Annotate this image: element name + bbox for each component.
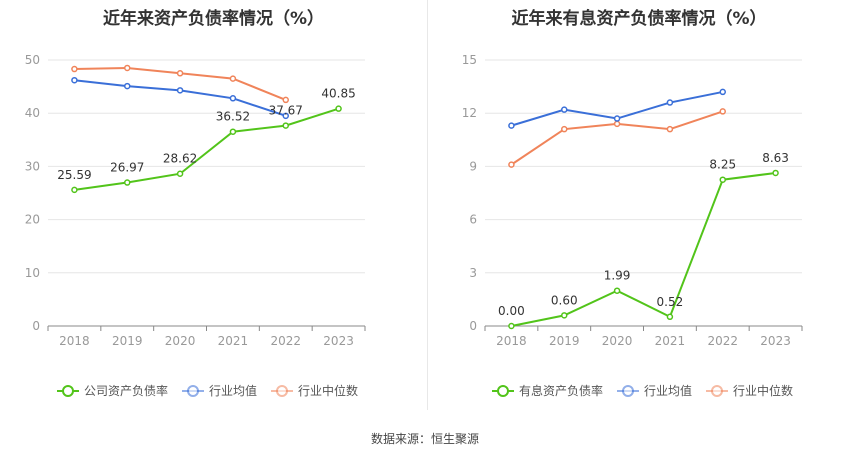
- legend-item-avg[interactable]: 行业均值: [617, 382, 692, 399]
- y-tick-label: 6: [469, 213, 477, 227]
- x-tick-label: 2020: [602, 334, 633, 348]
- y-tick-label: 40: [25, 106, 40, 120]
- data-point-avg: [666, 99, 674, 106]
- legend-swatch-icon: [57, 384, 79, 397]
- data-point-median: [666, 125, 674, 133]
- data-label: 28.62: [163, 152, 197, 166]
- data-point-company: [772, 169, 779, 177]
- y-tick-label: 12: [462, 106, 477, 120]
- data-point-company: [124, 179, 131, 186]
- legend-swatch-icon: [617, 384, 640, 397]
- y-tick-label: 0: [469, 319, 477, 333]
- data-point-median: [124, 64, 131, 72]
- data-label: 0.60: [551, 293, 578, 307]
- chart-divider: [427, 0, 428, 410]
- legend-swatch-icon: [706, 384, 729, 397]
- legend: 公司资产负债率 行业均值 行业中位数: [57, 382, 358, 399]
- x-tick-label: 2021: [655, 334, 686, 348]
- legend-item-median[interactable]: 行业中位数: [271, 382, 358, 399]
- legend-label: 行业中位数: [298, 384, 359, 398]
- legend-item-median[interactable]: 行业中位数: [706, 382, 793, 399]
- data-point-avg: [229, 95, 237, 102]
- legend-label: 有息资产负债率: [519, 384, 604, 398]
- data-point-avg: [124, 82, 131, 90]
- data-label: 8.25: [709, 158, 736, 172]
- data-point-median: [508, 161, 515, 168]
- data-label: 8.63: [762, 151, 789, 165]
- x-tick-label: 2023: [323, 334, 354, 348]
- legend-item-company[interactable]: 有息资产负债率: [492, 382, 603, 399]
- y-tick-label: 0: [32, 319, 40, 333]
- data-point-company: [176, 170, 184, 177]
- data-point-company: [666, 313, 674, 321]
- legend-item-avg[interactable]: 行业均值: [182, 382, 257, 399]
- data-point-median: [71, 65, 78, 73]
- x-tick-label: 2020: [165, 334, 196, 348]
- legend-item-company[interactable]: 公司资产负债率: [57, 382, 168, 399]
- x-tick-label: 2022: [707, 334, 738, 348]
- data-label: 25.59: [57, 168, 91, 182]
- legend-swatch-icon: [182, 384, 205, 397]
- data-point-avg: [719, 88, 726, 96]
- y-tick-label: 9: [469, 159, 477, 173]
- data-label: 1.99: [604, 269, 631, 283]
- debt-ratio-plot: 0 10 20 30 40 50 2018 2019 2020 2021 2022 2023 25.59…: [25, 53, 366, 348]
- legend-swatch-icon: [271, 384, 294, 397]
- x-tick-label: 2021: [218, 334, 249, 348]
- data-source-note: 数据来源：恒生聚源: [370, 432, 479, 446]
- data-point-avg: [71, 76, 78, 84]
- chart-title: 近年来有息资产负债率情况（%）: [511, 9, 767, 29]
- data-point-company: [229, 128, 237, 135]
- data-point-avg: [561, 106, 568, 113]
- x-tick-label: 2023: [760, 334, 791, 348]
- x-tick-label: 2022: [270, 334, 301, 348]
- data-point-avg: [282, 112, 289, 120]
- y-tick-label: 15: [462, 53, 477, 67]
- data-label: 0.00: [498, 304, 525, 318]
- data-point-avg: [176, 87, 184, 94]
- legend-label: 公司资产负债率: [84, 384, 169, 398]
- data-point-company: [719, 176, 726, 183]
- data-point-median: [561, 125, 568, 133]
- data-point-avg: [508, 122, 515, 129]
- data-point-company: [282, 122, 289, 129]
- legend-label: 行业均值: [644, 384, 693, 398]
- y-tick-label: 20: [25, 213, 40, 227]
- legend-label: 行业中位数: [733, 384, 794, 398]
- data-point-company: [335, 105, 342, 112]
- data-point-median: [229, 75, 237, 82]
- interest-bearing-debt-ratio-plot: 0 3 6 9 12 15 2018 2019 2020 2021 2022 2023 0.00 0.60…: [462, 53, 803, 348]
- y-tick-label: 30: [25, 159, 40, 173]
- series-line-company: [74, 107, 339, 191]
- y-tick-label: 10: [25, 266, 40, 280]
- data-label: 36.52: [216, 110, 250, 124]
- legend-label: 行业均值: [209, 384, 258, 398]
- data-point-median: [176, 70, 184, 77]
- chart-title: 近年来资产负债率情况（%）: [102, 9, 325, 29]
- data-label: 40.85: [321, 87, 355, 101]
- data-point-median: [719, 108, 726, 115]
- x-tick-label: 2018: [59, 334, 90, 348]
- legend: 有息资产负债率 行业均值 行业中位数: [492, 382, 793, 399]
- data-point-median: [613, 120, 621, 128]
- x-tick-label: 2018: [496, 334, 527, 348]
- x-tick-label: 2019: [112, 334, 143, 348]
- x-tick-label: 2019: [549, 334, 580, 348]
- data-label: 26.97: [110, 161, 144, 175]
- data-point-median: [282, 96, 289, 104]
- y-tick-label: 3: [469, 266, 477, 280]
- data-point-avg: [613, 115, 621, 122]
- y-tick-label: 50: [25, 53, 40, 67]
- legend-swatch-icon: [492, 384, 514, 397]
- series-line-avg: [74, 79, 287, 117]
- data-point-company: [508, 322, 515, 330]
- data-point-company: [71, 186, 78, 194]
- data-point-company: [561, 312, 568, 319]
- data-label: 37.67: [269, 104, 303, 118]
- data-label: 0.52: [657, 295, 684, 309]
- series-line-company: [511, 171, 776, 327]
- data-point-company: [613, 287, 621, 294]
